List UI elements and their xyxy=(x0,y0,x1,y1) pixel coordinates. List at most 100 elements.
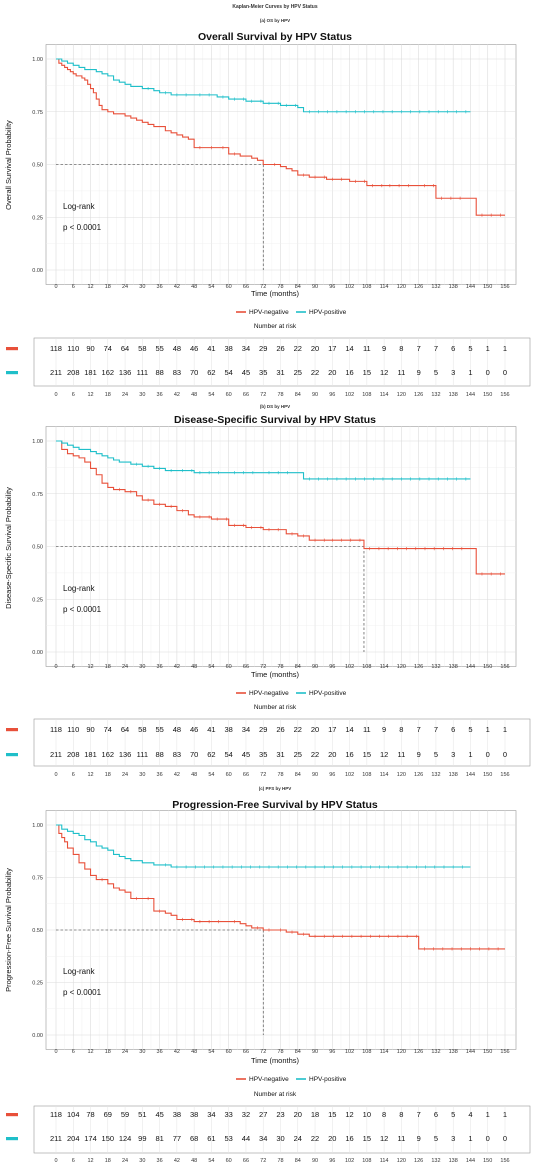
x-tick-label: 0 xyxy=(54,664,57,670)
x-tick-label: 144 xyxy=(466,284,475,290)
x-tick-label: 18 xyxy=(105,284,111,290)
x-tick-label: 132 xyxy=(431,284,440,290)
risk-table-title: Number at risk xyxy=(254,323,297,330)
risk-count-hpv-positive: 16 xyxy=(345,368,353,377)
x-tick-label: 78 xyxy=(277,664,283,670)
risk-x-tick-label: 102 xyxy=(345,772,354,778)
risk-x-tick-label: 30 xyxy=(139,392,145,398)
risk-x-tick-label: 120 xyxy=(397,772,406,778)
risk-count-hpv-negative: 22 xyxy=(294,344,302,353)
risk-count-hpv-positive: 22 xyxy=(311,1134,319,1143)
risk-count-hpv-negative: 8 xyxy=(399,344,403,353)
x-tick-label: 102 xyxy=(345,284,354,290)
risk-count-hpv-positive: 11 xyxy=(397,750,405,759)
risk-count-hpv-negative: 8 xyxy=(399,725,403,734)
risk-count-hpv-positive: 25 xyxy=(294,750,302,759)
risk-count-hpv-negative: 4 xyxy=(468,1110,472,1119)
risk-x-tick-label: 48 xyxy=(191,392,197,398)
x-tick-label: 108 xyxy=(362,664,371,670)
risk-x-tick-label: 156 xyxy=(500,772,509,778)
logrank-pvalue: p < 0.0001 xyxy=(63,605,102,614)
risk-count-hpv-positive: 54 xyxy=(225,368,233,377)
risk-x-tick-label: 126 xyxy=(414,772,423,778)
risk-count-hpv-positive: 16 xyxy=(345,750,353,759)
risk-count-hpv-positive: 0 xyxy=(486,368,490,377)
risk-count-hpv-negative: 48 xyxy=(173,725,181,734)
x-tick-label: 6 xyxy=(72,284,75,290)
risk-x-tick-label: 144 xyxy=(466,772,475,778)
risk-count-hpv-positive: 208 xyxy=(67,368,80,377)
risk-count-hpv-negative: 1 xyxy=(503,344,507,353)
risk-count-hpv-positive: 136 xyxy=(119,750,132,759)
risk-x-tick-label: 114 xyxy=(380,1158,389,1164)
risk-count-hpv-positive: 211 xyxy=(50,368,62,377)
risk-x-tick-label: 114 xyxy=(380,772,389,778)
x-tick-label: 90 xyxy=(312,1049,318,1055)
risk-count-hpv-negative: 14 xyxy=(345,725,353,734)
risk-x-tick-label: 144 xyxy=(466,1158,475,1164)
risk-count-hpv-negative: 78 xyxy=(86,1110,94,1119)
risk-x-tick-label: 78 xyxy=(277,392,283,398)
risk-x-tick-label: 60 xyxy=(226,772,232,778)
risk-count-hpv-negative: 27 xyxy=(259,1110,267,1119)
risk-count-hpv-positive: 20 xyxy=(328,750,336,759)
risk-count-hpv-negative: 1 xyxy=(486,725,490,734)
y-tick-label: 0.75 xyxy=(32,876,43,882)
x-tick-label: 108 xyxy=(362,284,371,290)
risk-x-tick-label: 78 xyxy=(277,1158,283,1164)
risk-count-hpv-positive: 83 xyxy=(173,750,181,759)
risk-x-tick-label: 18 xyxy=(105,392,111,398)
risk-count-hpv-positive: 61 xyxy=(207,1134,215,1143)
risk-count-hpv-negative: 51 xyxy=(138,1110,146,1119)
risk-count-hpv-positive: 31 xyxy=(276,368,284,377)
risk-count-hpv-positive: 16 xyxy=(345,1134,353,1143)
risk-count-hpv-negative: 55 xyxy=(155,725,163,734)
risk-count-hpv-positive: 15 xyxy=(363,1134,371,1143)
y-tick-label: 0.25 xyxy=(32,597,43,603)
logrank-label: Log-rank xyxy=(63,584,96,593)
risk-count-hpv-positive: 77 xyxy=(173,1134,181,1143)
y-tick-label: 0.25 xyxy=(32,981,43,987)
risk-count-hpv-negative: 41 xyxy=(207,725,215,734)
risk-count-hpv-negative: 6 xyxy=(451,344,455,353)
x-tick-label: 36 xyxy=(157,1049,163,1055)
risk-count-hpv-negative: 10 xyxy=(363,1110,371,1119)
legend-label-hpv-negative: HPV-negative xyxy=(249,309,289,316)
risk-x-tick-label: 24 xyxy=(122,392,128,398)
risk-x-tick-label: 90 xyxy=(312,1158,318,1164)
x-tick-label: 108 xyxy=(362,1049,371,1055)
risk-count-hpv-positive: 99 xyxy=(138,1134,146,1143)
figure-title: Kaplan-Meier Curves by HPV Status xyxy=(232,4,318,10)
risk-table-title: Number at risk xyxy=(254,704,297,711)
risk-count-hpv-negative: 8 xyxy=(399,1110,403,1119)
risk-x-tick-label: 48 xyxy=(191,772,197,778)
risk-count-hpv-positive: 12 xyxy=(380,1134,388,1143)
risk-count-hpv-negative: 26 xyxy=(276,725,284,734)
risk-x-tick-label: 66 xyxy=(243,392,249,398)
risk-x-tick-label: 138 xyxy=(449,392,458,398)
risk-count-hpv-negative: 33 xyxy=(225,1110,233,1119)
survival-curve-hpv-positive xyxy=(56,440,471,480)
risk-count-hpv-negative: 20 xyxy=(311,344,319,353)
risk-x-tick-label: 120 xyxy=(397,392,406,398)
x-tick-label: 42 xyxy=(174,284,180,290)
risk-x-tick-label: 108 xyxy=(362,1158,371,1164)
y-tick-label: 1.00 xyxy=(32,823,43,829)
x-tick-label: 6 xyxy=(72,664,75,670)
risk-count-hpv-negative: 23 xyxy=(276,1110,284,1119)
x-tick-label: 96 xyxy=(329,1049,335,1055)
risk-count-hpv-negative: 69 xyxy=(104,1110,112,1119)
risk-count-hpv-positive: 62 xyxy=(207,750,215,759)
risk-count-hpv-negative: 7 xyxy=(417,1110,421,1119)
x-tick-label: 90 xyxy=(312,664,318,670)
x-tick-label: 66 xyxy=(243,1049,249,1055)
risk-x-tick-label: 6 xyxy=(72,1158,75,1164)
risk-x-tick-label: 72 xyxy=(260,1158,266,1164)
risk-count-hpv-negative: 1 xyxy=(486,1110,490,1119)
y-tick-label: 0.75 xyxy=(32,110,43,116)
risk-count-hpv-positive: 45 xyxy=(242,750,250,759)
legend-label-hpv-negative: HPV-negative xyxy=(249,1076,289,1083)
logrank-pvalue: p < 0.0001 xyxy=(63,223,102,232)
risk-count-hpv-negative: 46 xyxy=(190,725,198,734)
risk-count-hpv-positive: 22 xyxy=(311,750,319,759)
